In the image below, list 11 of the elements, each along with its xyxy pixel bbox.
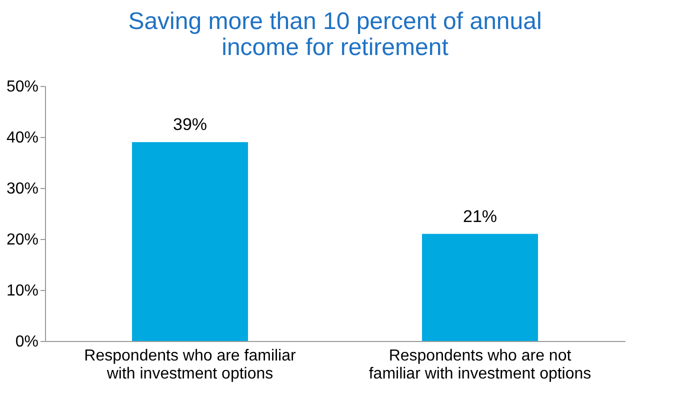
y-tick-label: 10% (6, 282, 38, 300)
y-tick-label: 0% (15, 334, 38, 350)
data-label: 39% (172, 115, 208, 134)
y-tick-label: 20% (6, 232, 38, 248)
y-tick-label: 50% (6, 78, 38, 96)
x-tick-label: Respondents who are familiar with investment options (84, 348, 296, 382)
x-tick-label: Respondents who are not familiar with investment options (368, 348, 592, 382)
data-label: 21% (462, 206, 498, 226)
y-tick-label: 30% (6, 180, 38, 198)
y-tick-label: 40% (6, 130, 38, 146)
chart-title: Saving more than 10 percent of annual income for retirement (128, 8, 542, 61)
